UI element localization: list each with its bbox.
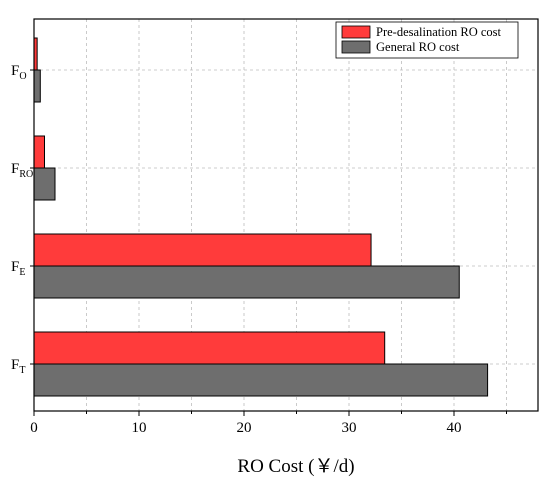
bar-pre-desalination-3 <box>33 331 386 365</box>
plot-frame <box>33 18 539 412</box>
legend-swatch <box>341 40 371 54</box>
category-label: FT <box>11 357 25 376</box>
category-labels: FO FRO FE FT <box>11 63 33 376</box>
x-tick-label: 10 <box>132 420 147 436</box>
x-tick-label: 40 <box>447 420 462 436</box>
category-label: FO <box>11 63 27 82</box>
x-tick-label: 20 <box>237 420 252 436</box>
category-label: FE <box>11 259 25 278</box>
bar-general-2 <box>33 265 460 299</box>
bar-general-0 <box>33 69 41 103</box>
category-label: FRO <box>11 161 33 180</box>
bar-pre-desalination-2 <box>33 233 372 267</box>
legend-swatch <box>341 25 371 39</box>
legend-label: Pre-desalination RO cost <box>376 25 502 39</box>
bar-general-1 <box>33 167 56 201</box>
legend-label: General RO cost <box>376 40 460 54</box>
x-tick-label: 30 <box>342 420 357 436</box>
bar-pre-desalination-1 <box>33 135 45 169</box>
bar-general-3 <box>33 363 489 397</box>
x-axis-title: RO Cost (￥/d) <box>237 456 354 477</box>
axis-ticks: 0 10 20 30 40 <box>30 69 507 436</box>
x-tick-label: 0 <box>30 420 38 436</box>
bar-group <box>33 37 489 397</box>
